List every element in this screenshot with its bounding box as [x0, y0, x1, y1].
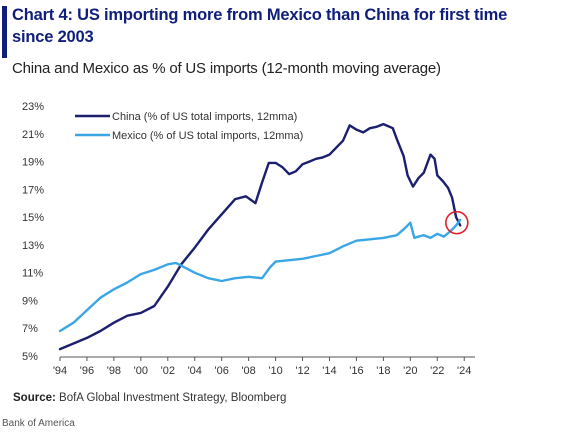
x-tick-label: '02 — [161, 365, 175, 377]
mexico-series-line — [60, 220, 460, 331]
y-tick-label: 7% — [22, 323, 38, 335]
x-tick-label: '14 — [322, 365, 336, 377]
x-tick-label: '16 — [349, 365, 363, 377]
y-tick-label: 17% — [22, 184, 44, 196]
x-tick-label: '08 — [241, 365, 255, 377]
x-tick-label: '12 — [295, 365, 309, 377]
x-tick-label: '18 — [376, 365, 390, 377]
x-tick-label: '10 — [268, 365, 282, 377]
y-tick-label: 15% — [22, 212, 44, 224]
x-tick-label: '00 — [134, 365, 148, 377]
x-tick-label: '24 — [457, 365, 471, 377]
legend: China (% of US total imports, 12mma) Mexi… — [75, 111, 303, 142]
y-axis: 5% 7% 9% 11% 13% 15% 17% 19% 21% 23% — [22, 101, 44, 363]
x-axis: '94 '96 '98 '00 '02 '04 '06 '08 '10 '12 '14 '16 '18 '… — [53, 357, 472, 377]
y-tick-label: 9% — [22, 295, 38, 307]
y-tick-label: 13% — [22, 240, 44, 252]
legend-label: Mexico (% of US total imports, 12mma) — [112, 130, 303, 142]
y-tick-label: 11% — [22, 268, 43, 280]
y-tick-label: 19% — [22, 157, 44, 169]
y-tick-label: 23% — [22, 101, 44, 113]
y-tick-label: 21% — [22, 129, 44, 141]
source-note: Source: BofA Global Investment Strategy,… — [13, 392, 286, 404]
x-tick-label: '22 — [430, 365, 444, 377]
x-tick-label: '94 — [53, 365, 67, 377]
x-tick-label: '96 — [80, 365, 94, 377]
source-label: Source: — [13, 392, 56, 404]
attribution: Bank of America — [2, 418, 75, 429]
x-tick-label: '04 — [188, 365, 202, 377]
x-tick-label: '98 — [107, 365, 121, 377]
y-tick-label: 5% — [22, 351, 38, 363]
legend-label: China (% of US total imports, 12mma) — [112, 111, 297, 123]
china-series-line — [60, 124, 460, 349]
source-text: BofA Global Investment Strategy, Bloombe… — [59, 392, 286, 404]
series-layer — [60, 124, 460, 349]
x-tick-label: '20 — [403, 365, 417, 377]
x-tick-label: '06 — [215, 365, 229, 377]
